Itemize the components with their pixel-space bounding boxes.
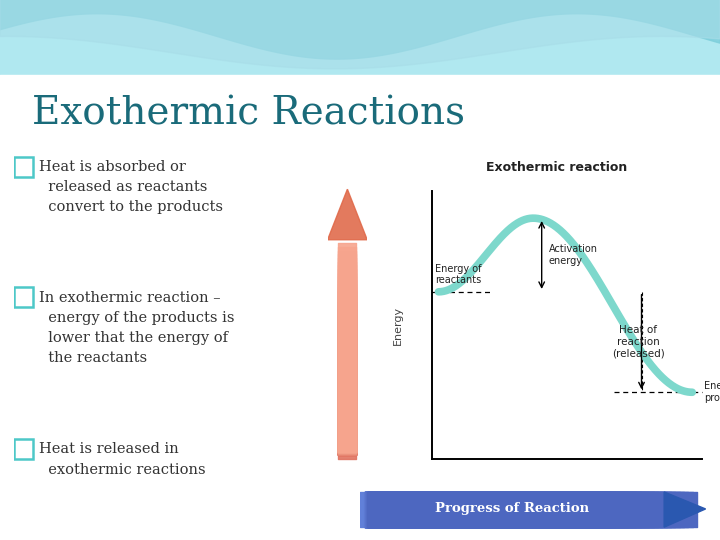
Text: Exothermic Reactions: Exothermic Reactions (32, 96, 464, 133)
Bar (14, 439, 32, 459)
Text: Heat is absorbed or
  released as reactants
  convert to the products: Heat is absorbed or released as reactant… (40, 160, 223, 214)
Polygon shape (328, 189, 367, 240)
Text: Activation
energy: Activation energy (549, 244, 598, 266)
Text: Energy of
products: Energy of products (704, 381, 720, 403)
Text: Heat of
reaction
(released): Heat of reaction (released) (612, 326, 665, 359)
Text: Energy: Energy (393, 306, 403, 345)
Polygon shape (664, 492, 706, 527)
Bar (14, 157, 32, 177)
Bar (14, 287, 32, 307)
Text: Exothermic reaction: Exothermic reaction (486, 161, 628, 174)
Text: Energy of
reactants: Energy of reactants (435, 264, 482, 285)
Text: In exothermic reaction –
  energy of the products is
  lower that the energy of
: In exothermic reaction – energy of the p… (40, 291, 235, 365)
Text: Progress of Reaction: Progress of Reaction (435, 502, 589, 516)
Text: Heat is released in
  exothermic reactions: Heat is released in exothermic reactions (40, 442, 206, 476)
